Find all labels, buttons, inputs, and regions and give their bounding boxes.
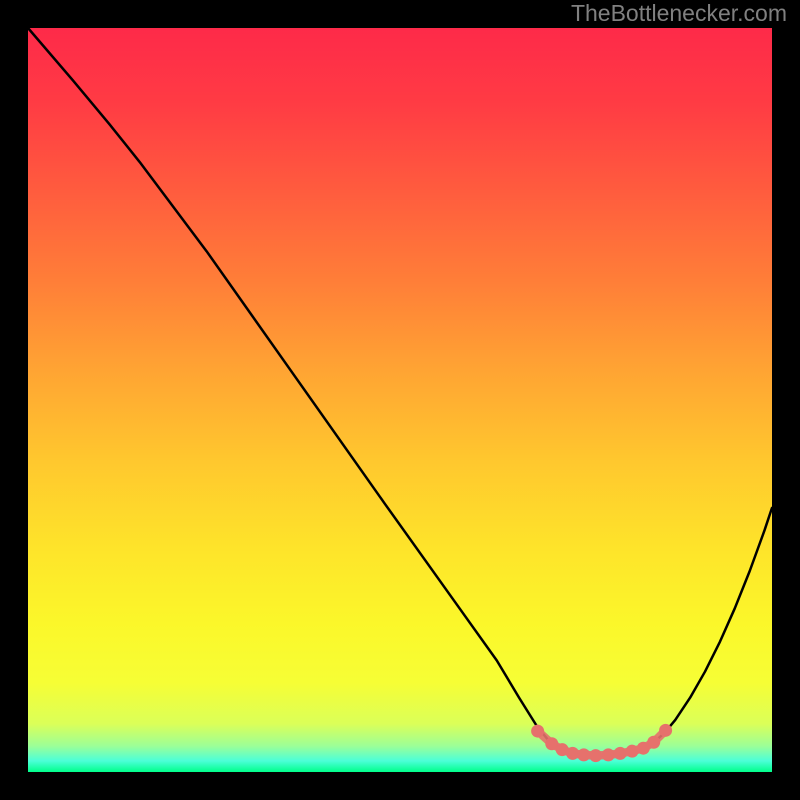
watermark-text: TheBottlenecker.com xyxy=(571,0,787,27)
chart-canvas: TheBottlenecker.com xyxy=(0,0,800,800)
plot-gradient-background xyxy=(28,28,772,772)
